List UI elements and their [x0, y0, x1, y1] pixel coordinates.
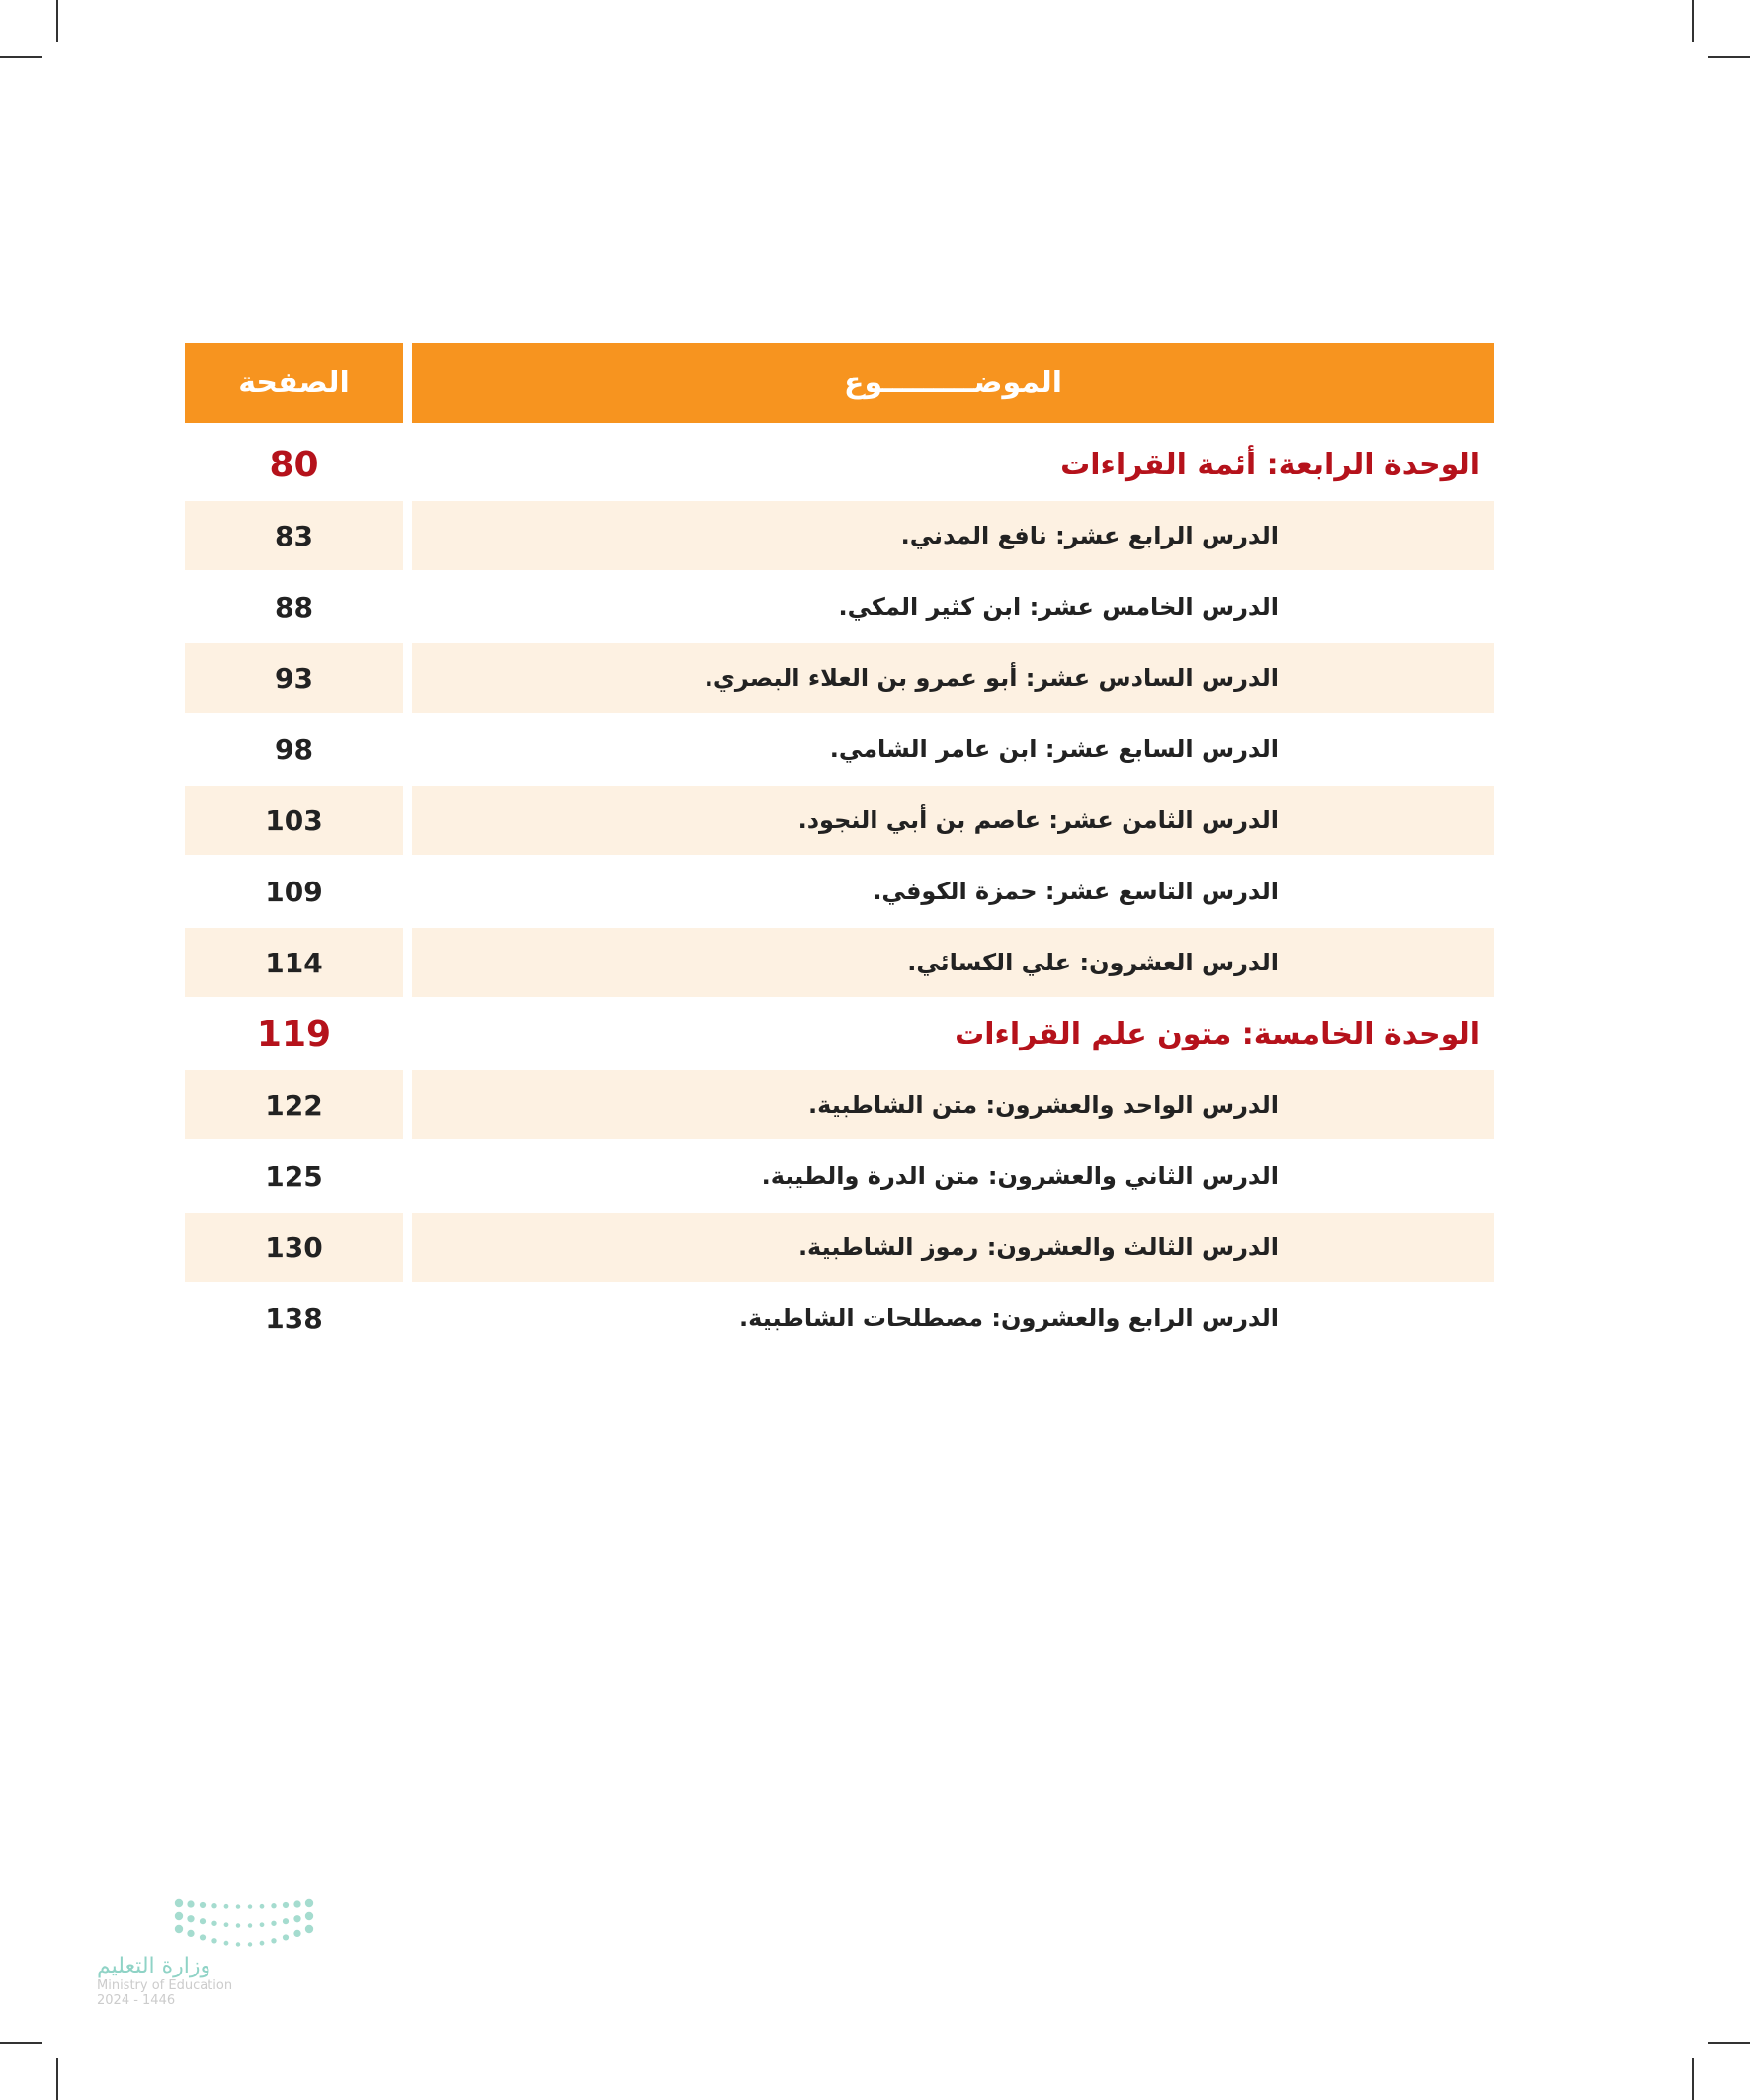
logo-dot — [247, 1923, 253, 1928]
logo-dot — [247, 1904, 253, 1909]
lesson-row: 130 الدرس الثالث والعشرون: رموز الشاطبية. — [185, 1212, 1494, 1283]
lesson-row: 109 الدرس التاسع عشر: حمزة الكوفي. — [185, 856, 1494, 927]
unit-row: 119 الوحدة الخامسة: متون علم القراءات — [185, 998, 1494, 1069]
crop-mark — [0, 2042, 42, 2044]
logo-dot — [174, 1911, 184, 1921]
crop-mark — [56, 0, 58, 42]
page-number: 125 — [265, 1159, 323, 1193]
logo-dot — [211, 1920, 217, 1926]
logo-dot — [271, 1903, 277, 1909]
page-number: 114 — [185, 928, 403, 997]
logo-dot — [223, 1903, 229, 1909]
logo-dot — [304, 1911, 314, 1921]
logo-dot — [235, 1942, 241, 1947]
logo-arabic-text: وزارة التعليم — [97, 1954, 211, 1978]
page-number: 138 — [265, 1302, 323, 1335]
logo-dot — [271, 1920, 277, 1926]
logo-dot — [293, 1900, 301, 1908]
topic-title: الدرس السابع عشر: ابن عامر الشامي. — [829, 735, 1279, 763]
table-header: الصفحة الموضـــــــــوع — [185, 343, 1494, 423]
logo-dot — [282, 1901, 290, 1909]
topic-title: الدرس الرابع عشر: نافع المدني. — [412, 501, 1494, 570]
logo-dot — [187, 1915, 195, 1923]
crop-mark — [1692, 0, 1694, 42]
logo-dot — [304, 1924, 314, 1934]
logo-dot — [211, 1938, 217, 1944]
logo-dot — [223, 1940, 229, 1946]
topic-title: الدرس الثامن عشر: عاصم بن أبي النجود. — [412, 786, 1494, 855]
topic-title: الدرس الواحد والعشرون: متن الشاطبية. — [412, 1070, 1494, 1139]
page-number: 93 — [185, 643, 403, 713]
lesson-row: 83 الدرس الرابع عشر: نافع المدني. — [185, 500, 1494, 571]
table-body: 80 الوحدة الرابعة: أئمة القراءات 83 الدرس ا… — [185, 429, 1494, 1354]
page-number: 88 — [275, 590, 313, 624]
topic-title: الدرس الثاني والعشرون: متن الدرة والطيبة… — [761, 1162, 1279, 1190]
logo-dot — [187, 1900, 195, 1908]
logo-year-text: 2024 - 1446 — [97, 1993, 176, 2008]
lesson-row: 103 الدرس الثامن عشر: عاصم بن أبي النجود. — [185, 785, 1494, 856]
topic-column-header: الموضـــــــــوع — [412, 343, 1494, 423]
ministry-logo: وزارة التعليم Ministry of Education 2024… — [97, 1895, 334, 2008]
logo-dot — [259, 1903, 265, 1909]
crop-mark — [56, 2058, 58, 2100]
page-number: 122 — [185, 1070, 403, 1139]
logo-dot — [235, 1904, 241, 1909]
logo-dot — [187, 1929, 195, 1938]
lesson-row: 114 الدرس العشرون: علي الكسائي. — [185, 927, 1494, 998]
lesson-row: 138 الدرس الرابع والعشرون: مصطلحات الشاطب… — [185, 1283, 1494, 1354]
logo-dot — [304, 1898, 314, 1908]
topic-title: الدرس الثالث والعشرون: رموز الشاطبية. — [412, 1213, 1494, 1282]
page-number: 119 — [256, 1013, 332, 1054]
lesson-row: 93 الدرس السادس عشر: أبو عمرو بن العلاء ا… — [185, 642, 1494, 714]
logo-english-text: Ministry of Education — [97, 1978, 233, 1993]
lesson-row: 98 الدرس السابع عشر: ابن عامر الشامي. — [185, 714, 1494, 785]
topic-title: الدرس الخامس عشر: ابن كثير المكي. — [838, 593, 1280, 621]
crop-mark — [1708, 2042, 1750, 2044]
topic-title: الدرس السادس عشر: أبو عمرو بن العلاء الب… — [412, 643, 1494, 713]
table-of-contents: الصفحة الموضـــــــــوع 80 الوحدة الرابعة… — [185, 343, 1494, 1354]
page-number: 98 — [275, 732, 313, 766]
unit-row: 80 الوحدة الرابعة: أئمة القراءات — [185, 429, 1494, 500]
logo-dot — [259, 1922, 265, 1928]
page-number: 109 — [265, 875, 323, 908]
logo-dot — [247, 1942, 253, 1947]
topic-title: الوحدة الرابعة: أئمة القراءات — [1060, 447, 1480, 482]
logo-dot — [174, 1924, 184, 1934]
lesson-row: 122 الدرس الواحد والعشرون: متن الشاطبية. — [185, 1069, 1494, 1140]
logo-dots-icon — [174, 1898, 314, 1947]
topic-title: الدرس العشرون: علي الكسائي. — [412, 928, 1494, 997]
logo-dot — [282, 1918, 290, 1925]
logo-dot — [282, 1934, 290, 1941]
logo-dot — [223, 1922, 229, 1928]
topic-title: الدرس التاسع عشر: حمزة الكوفي. — [873, 878, 1279, 905]
lesson-row: 125 الدرس الثاني والعشرون: متن الدرة والط… — [185, 1140, 1494, 1212]
page-number: 80 — [269, 444, 319, 485]
page-column-header: الصفحة — [185, 343, 403, 423]
logo-dot — [174, 1898, 184, 1908]
page-number: 103 — [185, 786, 403, 855]
logo-dot — [271, 1938, 277, 1944]
topic-title: الوحدة الخامسة: متون علم القراءات — [955, 1016, 1480, 1051]
topic-title: الدرس الرابع والعشرون: مصطلحات الشاطبية. — [739, 1304, 1279, 1332]
page-number: 130 — [185, 1213, 403, 1282]
logo-dot — [235, 1923, 241, 1928]
logo-dot — [199, 1918, 207, 1925]
logo-dot — [199, 1901, 207, 1909]
logo-dot — [199, 1934, 207, 1941]
page-number: 83 — [185, 501, 403, 570]
logo-dot — [211, 1903, 217, 1909]
lesson-row: 88 الدرس الخامس عشر: ابن كثير المكي. — [185, 571, 1494, 642]
crop-mark — [1708, 56, 1750, 58]
crop-mark — [1692, 2058, 1694, 2100]
logo-dot — [259, 1940, 265, 1946]
logo-dot — [293, 1915, 301, 1923]
crop-mark — [0, 56, 42, 58]
logo-dot — [293, 1929, 301, 1938]
